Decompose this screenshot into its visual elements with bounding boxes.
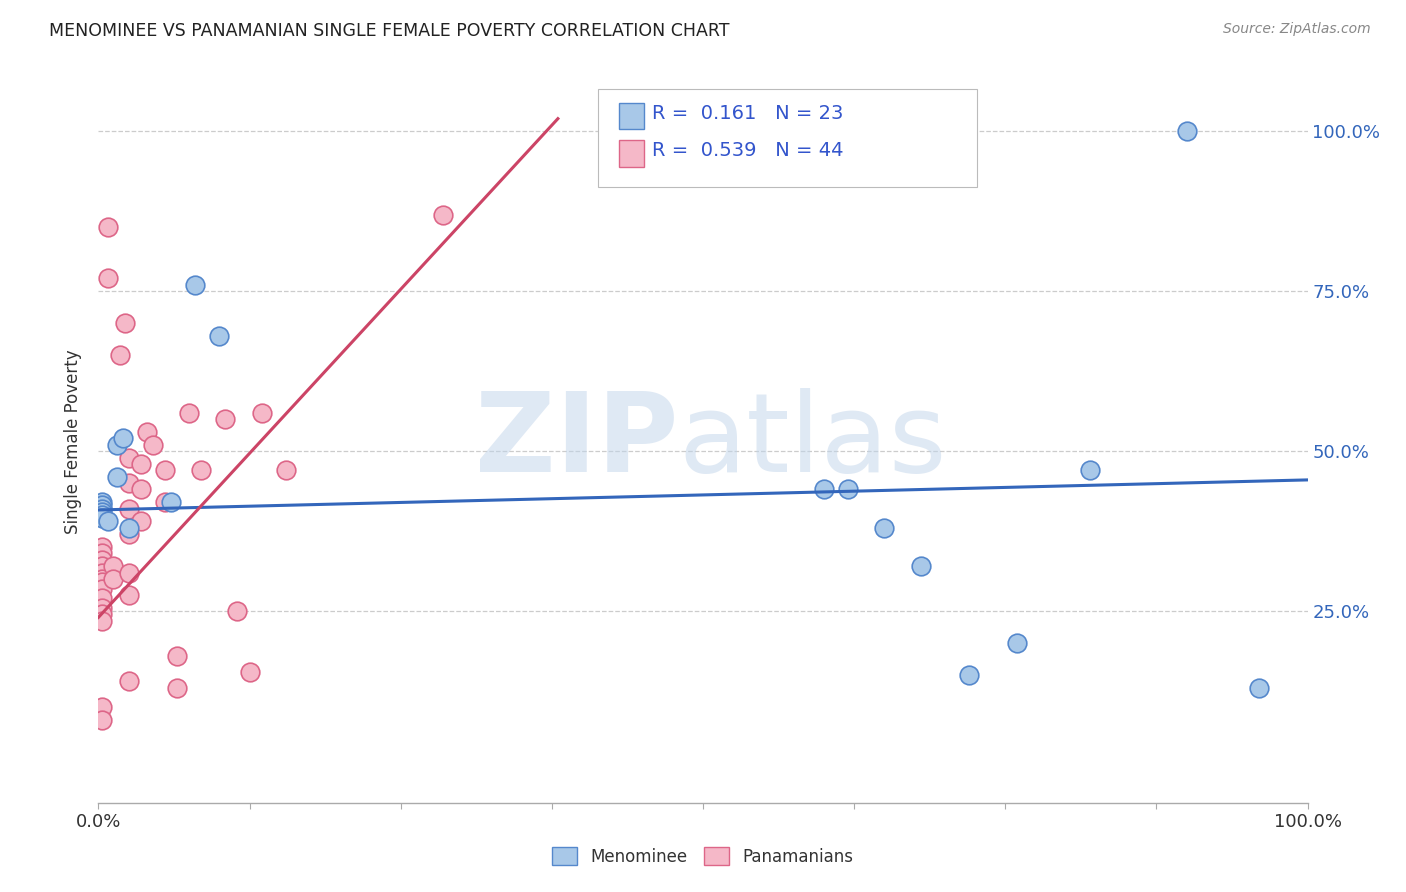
Point bbox=[91, 607, 114, 622]
Point bbox=[1007, 636, 1029, 650]
Point bbox=[166, 681, 188, 695]
Point bbox=[118, 521, 141, 535]
Point bbox=[97, 220, 120, 235]
Point bbox=[957, 668, 980, 682]
Point bbox=[129, 515, 152, 529]
Point bbox=[105, 469, 128, 483]
Point bbox=[97, 515, 120, 529]
Point bbox=[166, 648, 188, 663]
Point bbox=[105, 438, 128, 452]
Text: atlas: atlas bbox=[679, 388, 948, 495]
Point bbox=[91, 546, 114, 560]
Point bbox=[91, 501, 114, 516]
Point bbox=[118, 501, 141, 516]
Legend: Menominee, Panamanians: Menominee, Panamanians bbox=[544, 838, 862, 874]
Point bbox=[91, 508, 114, 522]
Text: ZIP: ZIP bbox=[475, 388, 679, 495]
Point bbox=[153, 495, 176, 509]
Point bbox=[91, 559, 114, 574]
Point bbox=[184, 277, 207, 292]
Point bbox=[179, 406, 201, 420]
Point bbox=[91, 600, 114, 615]
Text: Source: ZipAtlas.com: Source: ZipAtlas.com bbox=[1223, 22, 1371, 37]
Point bbox=[910, 559, 932, 574]
Point bbox=[108, 348, 131, 362]
Point bbox=[153, 463, 176, 477]
Point bbox=[160, 495, 183, 509]
Point bbox=[91, 572, 114, 586]
Point bbox=[1175, 124, 1198, 138]
Point bbox=[239, 665, 262, 679]
Point bbox=[135, 425, 157, 439]
Y-axis label: Single Female Poverty: Single Female Poverty bbox=[65, 350, 83, 533]
Point bbox=[111, 431, 134, 445]
Point bbox=[813, 483, 835, 497]
Point bbox=[91, 699, 114, 714]
Point bbox=[91, 495, 114, 509]
Point bbox=[432, 208, 454, 222]
Point bbox=[101, 559, 124, 574]
Point bbox=[91, 540, 114, 554]
Point bbox=[214, 412, 236, 426]
Point bbox=[118, 476, 141, 491]
Point bbox=[1249, 681, 1271, 695]
Point bbox=[118, 527, 141, 541]
Text: MENOMINEE VS PANAMANIAN SINGLE FEMALE POVERTY CORRELATION CHART: MENOMINEE VS PANAMANIAN SINGLE FEMALE PO… bbox=[49, 22, 730, 40]
Point bbox=[274, 463, 297, 477]
Point bbox=[91, 553, 114, 567]
Point bbox=[208, 329, 231, 343]
Text: R =  0.539   N = 44: R = 0.539 N = 44 bbox=[652, 141, 844, 161]
Point bbox=[114, 316, 136, 330]
Point bbox=[91, 499, 114, 513]
Point bbox=[118, 588, 141, 602]
Point bbox=[91, 582, 114, 596]
Point bbox=[118, 450, 141, 465]
Point bbox=[1078, 463, 1101, 477]
Point bbox=[118, 674, 141, 689]
Point bbox=[91, 505, 114, 519]
Point bbox=[91, 614, 114, 628]
Point bbox=[250, 406, 273, 420]
Point bbox=[118, 566, 141, 580]
Point bbox=[91, 566, 114, 580]
Point bbox=[91, 713, 114, 727]
Point bbox=[97, 271, 120, 285]
Text: R =  0.161   N = 23: R = 0.161 N = 23 bbox=[652, 103, 844, 123]
Point bbox=[837, 483, 859, 497]
Point bbox=[91, 591, 114, 606]
Point bbox=[101, 572, 124, 586]
Point bbox=[91, 575, 114, 590]
Point bbox=[129, 457, 152, 471]
Point bbox=[190, 463, 212, 477]
Point bbox=[91, 511, 114, 525]
Point bbox=[873, 521, 896, 535]
Point bbox=[129, 483, 152, 497]
Point bbox=[142, 438, 165, 452]
Point bbox=[226, 604, 249, 618]
